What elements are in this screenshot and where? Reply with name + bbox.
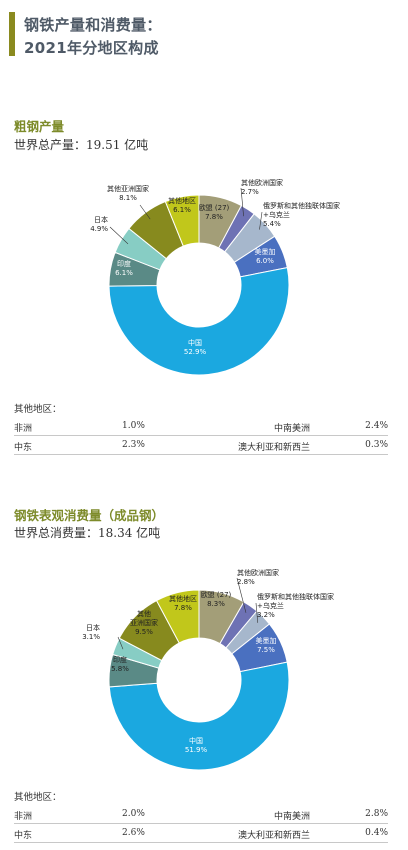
steel-consumption-title: 钢铁表观消费量（成品钢） (14, 508, 165, 523)
others-right-value: 2.8% (365, 809, 388, 819)
slice-label-usmca: 美墨加 6.0% (255, 247, 276, 265)
slice-china (108, 266, 290, 376)
page-title-line1: 钢铁产量和消费量： (24, 16, 162, 34)
others-left-value: 1.0% (122, 421, 145, 431)
crude-steel-total: 世界总产量：19.51 亿吨 (14, 138, 149, 152)
slice-label-cis-ukraine: 俄罗斯和其他独联体国家+乌克兰 3.2% (257, 592, 334, 619)
others-right-value: 2.4% (365, 421, 388, 431)
slice-label-japan: 日本 4.9% (90, 215, 108, 233)
slice-china (108, 661, 290, 771)
page-title-line2: 2021年分地区构成 (24, 39, 159, 57)
others-left-name: 中东 (14, 831, 33, 841)
others-left-name: 非洲 (14, 812, 33, 822)
steel-consumption-others-heading: 其他地区： (14, 792, 62, 803)
steel-consumption-others-row: 非洲 2.0% 中南美洲 2.8% (14, 806, 388, 824)
steel-consumption-donut-chart: 欧盟 (27) 8.3% 其他欧洲国家 2.8% 俄罗斯和其他独联体国家+乌克兰 3.2%… (82, 568, 334, 771)
leader-line-cis-ukraine (255, 602, 259, 623)
crude-steel-others-row: 非洲 1.0% 中南美洲 2.4% (14, 418, 388, 436)
others-left-value: 2.0% (122, 809, 145, 819)
leader-line-cis-ukraine (259, 211, 263, 230)
leader-line-other-europe (236, 577, 247, 613)
crude-steel-others-heading: 其他地区： (14, 404, 62, 415)
slice-label-other-europe: 其他欧洲国家 2.8% (237, 568, 279, 586)
slice-other-regions (164, 194, 200, 247)
leader-line-japan (109, 226, 129, 245)
slice-label-china: 中国 52.9% (184, 338, 207, 356)
leader-line-japan (117, 636, 124, 650)
leader-line-other-asia (139, 204, 151, 220)
slice-label-india: 印度 5.8% (111, 655, 129, 673)
slice-label-other-regions: 其他地区 7.8% (169, 594, 197, 612)
steel-consumption-others-row: 中东 2.6% 澳大利亚和新西兰 0.4% (14, 825, 388, 843)
others-right-value: 0.4% (365, 828, 388, 838)
steel-consumption-total: 世界总消费量：18.34 亿吨 (14, 526, 161, 540)
slice-label-usmca: 美墨加 7.5% (256, 636, 277, 654)
slice-other-regions (155, 589, 200, 644)
slice-label-cis-ukraine: 俄罗斯和其他独联体国家+乌克兰 5.4% (263, 201, 340, 228)
crude-steel-donut-chart: 欧盟 (27) 7.8% 其他欧洲国家 2.7% 俄罗斯和其他独联体国家+乌克兰 5.4%… (90, 178, 340, 376)
slice-label-eu27: 欧盟 (27) 7.8% (199, 203, 230, 221)
slice-label-india: 印度 6.1% (115, 259, 133, 277)
others-right-name: 中南美洲 (273, 424, 310, 434)
header-accent-bar (9, 12, 15, 56)
slice-label-other-asia: 其他亚洲国家 8.1% (107, 184, 149, 202)
slice-label-china: 中国 51.9% (185, 736, 208, 754)
slice-label-other-regions: 其他地区 6.1% (168, 196, 196, 214)
others-right-name: 澳大利亚和新西兰 (237, 443, 310, 453)
leader-line-other-europe (240, 187, 244, 217)
crude-steel-others-row: 中东 2.3% 澳大利亚和新西兰 0.3% (14, 437, 388, 455)
others-left-name: 非洲 (14, 424, 33, 434)
slice-label-other-asia: 其他亚洲国家 9.5% (130, 609, 158, 636)
others-right-value: 0.3% (365, 440, 388, 450)
others-right-name: 中南美洲 (273, 812, 310, 822)
others-left-value: 2.3% (122, 440, 145, 450)
slice-label-eu27: 欧盟 (27) 8.3% (201, 590, 232, 608)
slice-label-other-europe: 其他欧洲国家 2.7% (241, 178, 283, 196)
others-right-name: 澳大利亚和新西兰 (237, 831, 310, 841)
others-left-name: 中东 (14, 443, 33, 453)
others-left-value: 2.6% (122, 828, 145, 838)
slice-label-japan: 日本 3.1% (82, 623, 100, 641)
crude-steel-title: 粗钢产量 (14, 119, 65, 134)
